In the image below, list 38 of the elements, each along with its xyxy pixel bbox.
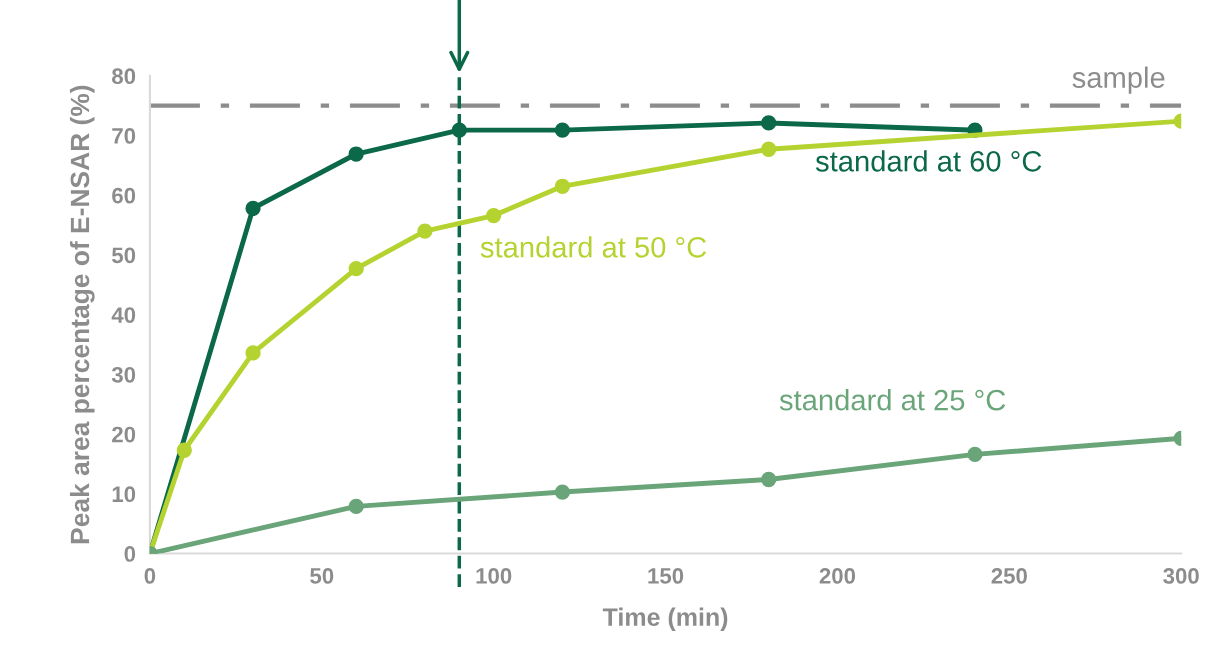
point xyxy=(554,178,571,194)
x-tick-label: 300 xyxy=(1163,568,1199,584)
point xyxy=(451,122,467,138)
point xyxy=(554,122,571,138)
y-tick-label: 10 xyxy=(112,486,136,503)
point xyxy=(554,484,571,500)
x-tick-label: 100 xyxy=(476,568,512,584)
point xyxy=(761,115,777,131)
series-label: standard at 25 °C xyxy=(779,389,1006,411)
ref-line-label: sample xyxy=(1072,66,1165,94)
point xyxy=(245,200,261,217)
point xyxy=(417,223,433,239)
x-tick-label: 200 xyxy=(819,568,856,584)
x-tick-label: 0 xyxy=(144,568,156,584)
point xyxy=(761,141,777,157)
point xyxy=(486,207,502,224)
series-label: standard at 50 °C xyxy=(480,236,707,258)
series-label: standard at 60 °C xyxy=(815,150,1042,172)
point xyxy=(348,261,364,277)
y-tick-label: 40 xyxy=(111,307,136,323)
y-axis-title: Peak area percentage of E-NSAR (%) xyxy=(69,85,95,544)
y-tick-label: 70 xyxy=(112,128,136,144)
y-tick-label: 60 xyxy=(112,187,136,204)
point xyxy=(761,471,777,488)
point xyxy=(967,446,983,463)
x-tick-label: 250 xyxy=(991,568,1027,584)
x-tick-label: 150 xyxy=(648,568,684,584)
y-tick-label: 30 xyxy=(111,366,136,383)
point xyxy=(245,345,261,361)
y-tick-label: 80 xyxy=(112,68,136,85)
y-tick-label: 20 xyxy=(112,426,136,443)
x-axis-title: Time (min) xyxy=(602,607,728,631)
point xyxy=(348,146,364,162)
point xyxy=(348,498,364,515)
y-tick-label: 50 xyxy=(112,247,136,264)
y-tick-label: 0 xyxy=(124,546,136,562)
point xyxy=(176,442,192,458)
x-tick-label: 50 xyxy=(310,568,334,584)
